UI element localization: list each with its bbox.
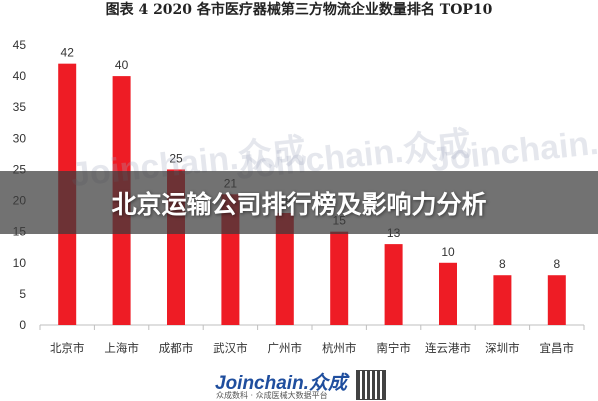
data-label: 42: [61, 46, 75, 60]
x-tick-label: 北京市: [50, 341, 85, 355]
y-tick-label: 40: [13, 69, 27, 83]
x-tick-label: 连云港市: [425, 341, 471, 355]
x-tick-label: 深圳市: [485, 341, 520, 355]
y-tick-label: 45: [13, 38, 27, 52]
banner-headline: 北京运输公司排行榜及影响力分析: [111, 189, 487, 219]
x-tick-label: 广州市: [268, 341, 303, 355]
footer-brand: Joinchain.众成: [215, 373, 347, 394]
bar: [439, 262, 457, 325]
x-tick-label: 宜昌市: [540, 341, 575, 355]
footer-subtitle: 众成数科 · 众成医械大数据平台: [216, 391, 328, 400]
footer: Joinchain.众成 众成数科 · 众成医械大数据平台: [0, 368, 598, 400]
data-label: 25: [169, 151, 183, 165]
y-tick-label: 30: [13, 131, 27, 145]
y-tick-label: 0: [19, 318, 26, 332]
y-tick-label: 10: [13, 256, 27, 270]
x-tick-label: 上海市: [104, 341, 139, 355]
x-tick-label: 南宁市: [376, 341, 411, 355]
x-tick-label: 武汉市: [213, 341, 248, 355]
bar: [547, 275, 566, 325]
chart-title: 图表 4 2020 各市医疗器械第三方物流企业数量排名 TOP10: [105, 2, 493, 18]
data-label: 8: [499, 257, 506, 271]
bar: [493, 275, 512, 325]
y-tick-label: 35: [13, 100, 27, 114]
bar: [275, 213, 294, 325]
x-tick-label: 成都市: [159, 341, 194, 355]
bar: [330, 231, 349, 325]
overlay-banner: 北京运输公司排行榜及影响力分析: [0, 171, 598, 234]
qr-code-icon: [356, 370, 386, 400]
data-label: 10: [441, 245, 455, 259]
x-tick-label: 杭州市: [322, 341, 357, 355]
bar: [384, 244, 403, 325]
data-label: 40: [115, 58, 129, 72]
y-tick-label: 5: [19, 287, 26, 301]
data-label: 8: [553, 257, 560, 271]
